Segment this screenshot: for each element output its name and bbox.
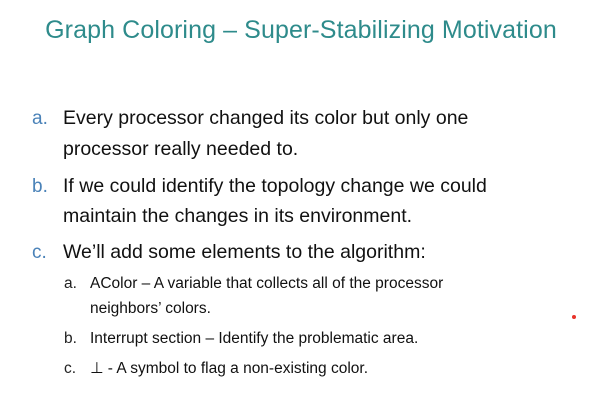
sub-list-item-text-line1: ⊥ - A symbol to flag a non-existing colo… xyxy=(90,360,369,377)
sub-list-item-text-line1: AColor – A variable that collects all of… xyxy=(90,275,444,292)
sub-list-item-text-line1: Interrupt section – Identify the problem… xyxy=(90,330,419,347)
list-item-text-line1: If we could identify the topology change… xyxy=(63,175,487,197)
list-item-text-line2: maintain the changes in its environment. xyxy=(63,205,413,227)
list-marker: c. xyxy=(32,242,47,263)
laser-pointer-dot xyxy=(572,315,576,319)
sub-list-marker: b. xyxy=(64,330,77,347)
sub-list-marker: a. xyxy=(64,275,77,292)
list-item-text-line2: processor really needed to. xyxy=(63,138,299,160)
list-marker: a. xyxy=(32,108,48,129)
slide-title: Graph Coloring – Super-Stabilizing Motiv… xyxy=(45,16,557,44)
sub-list-marker: c. xyxy=(64,360,77,377)
sub-list-item-text-line2: neighbors’ colors. xyxy=(90,300,211,317)
list-item-text-line1: Every processor changed its color but on… xyxy=(63,107,469,129)
list-item-text-line1: We’ll add some elements to the algorithm… xyxy=(63,241,426,263)
list-marker: b. xyxy=(32,176,48,197)
